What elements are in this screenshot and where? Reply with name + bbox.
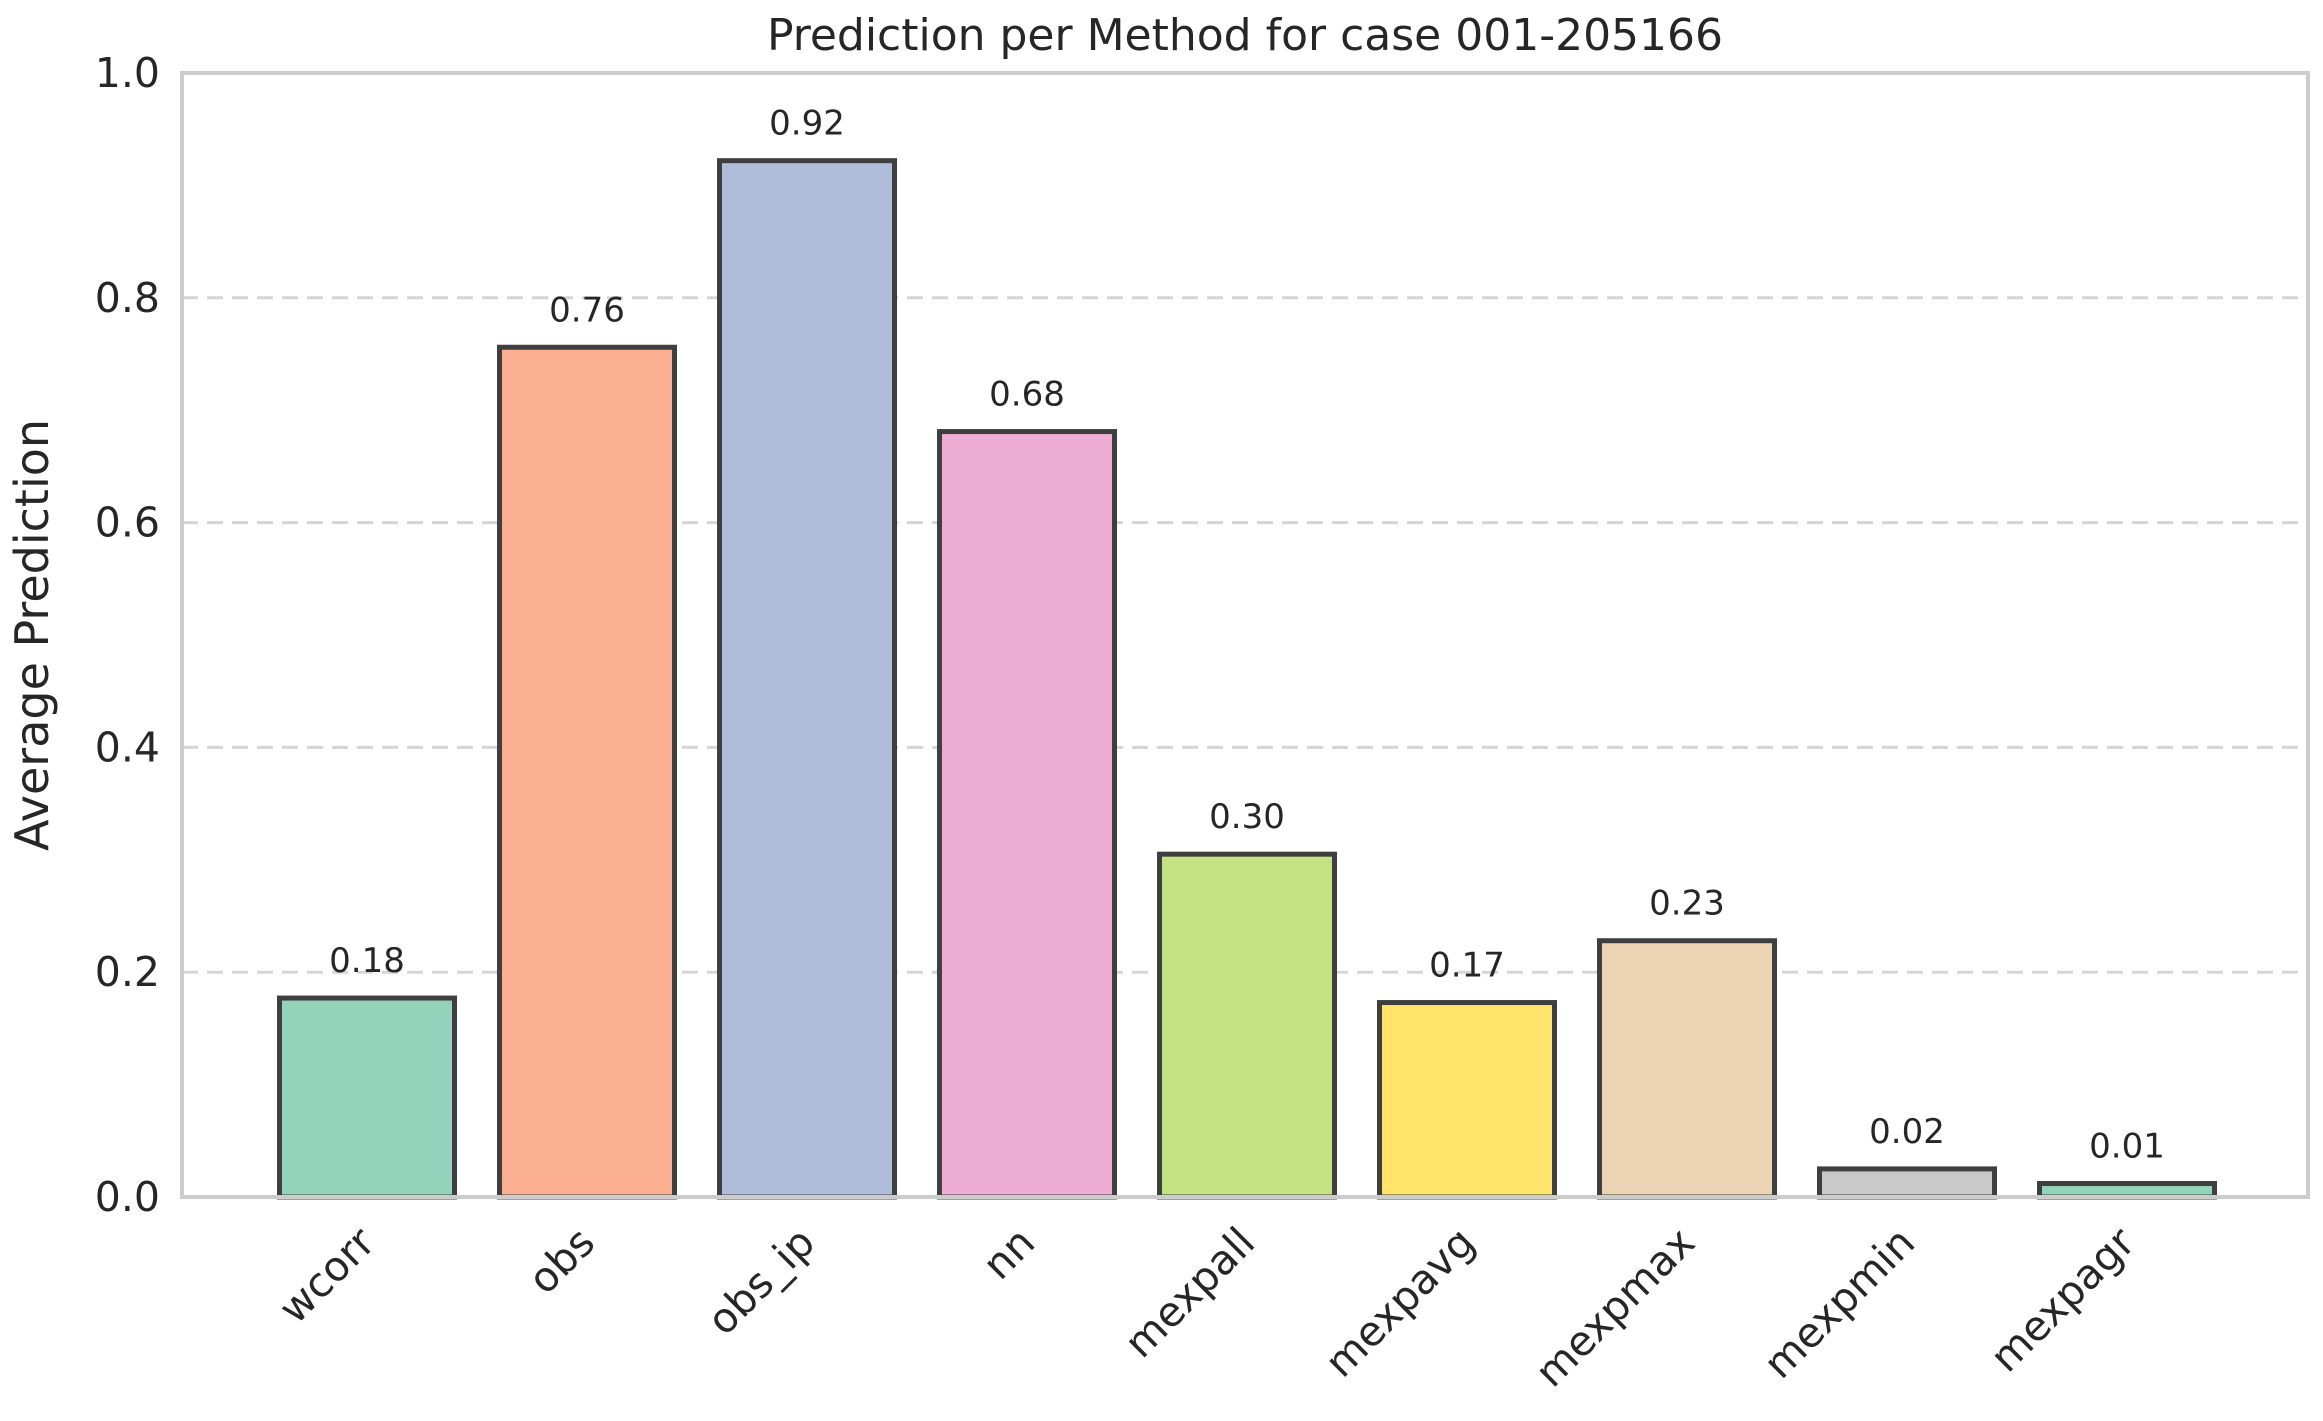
bar-mexpavg [1377, 1000, 1557, 1200]
bar-wcorr [277, 995, 457, 1200]
bar-mexpmin [1817, 1166, 1997, 1200]
x-tick-label: mexpagr [1981, 1218, 2144, 1381]
x-tick-label: obs_ip [698, 1218, 824, 1344]
bar-nn [937, 429, 1117, 1200]
bar-mexpmax [1597, 938, 1777, 1200]
x-tick-label: mexpavg [1316, 1218, 1484, 1386]
bars [277, 158, 2217, 1200]
bar-mexpall [1157, 851, 1337, 1200]
bar-value-label: 0.76 [549, 290, 625, 330]
x-tick-label: mexpall [1115, 1218, 1264, 1367]
x-tick-label: wcorr [269, 1218, 384, 1333]
bar-value-label: 0.17 [1429, 946, 1505, 986]
y-tick-label: 0.6 [95, 499, 160, 547]
bar-value-label: 0.01 [2089, 1127, 2165, 1167]
bar-value-label: 0.68 [989, 375, 1065, 415]
x-tick-label: obs [519, 1218, 604, 1303]
bar-obs [497, 344, 677, 1200]
bar-value-label: 0.23 [1649, 884, 1725, 924]
plot-frame [180, 71, 2310, 1199]
bar-mexpagr [2037, 1181, 2217, 1200]
x-tick-label: nn [973, 1218, 1044, 1289]
bar-value-label: 0.92 [769, 104, 845, 144]
y-axis-label: Average Prediction [5, 419, 59, 851]
bar-value-label: 0.18 [329, 941, 405, 981]
y-tick-label: 1.0 [95, 49, 160, 97]
chart-title: Prediction per Method for case 001-20516… [767, 10, 1723, 61]
bar-obs_ip [717, 158, 897, 1200]
x-tick-label: mexpmax [1526, 1218, 1704, 1396]
bar-value-label: 0.02 [1869, 1112, 1945, 1152]
y-axis-ticks: 0.0 0.2 0.4 0.6 0.8 1.0 [95, 49, 160, 1221]
y-tick-label: 0.0 [95, 1173, 160, 1221]
y-tick-label: 0.4 [95, 723, 160, 771]
bar-value-label: 0.30 [1209, 797, 1285, 837]
x-tick-label: mexpmin [1754, 1218, 1924, 1388]
bar-value-labels: 0.18 0.76 0.92 0.68 0.30 0.17 0.23 0.02 0.01 [329, 104, 2165, 1167]
x-axis-ticks: wcorr obs obs_ip nn mexpall mexpavg mexpmax mex… [269, 1218, 2144, 1396]
y-tick-label: 0.8 [95, 274, 160, 322]
y-tick-label: 0.2 [95, 948, 160, 996]
